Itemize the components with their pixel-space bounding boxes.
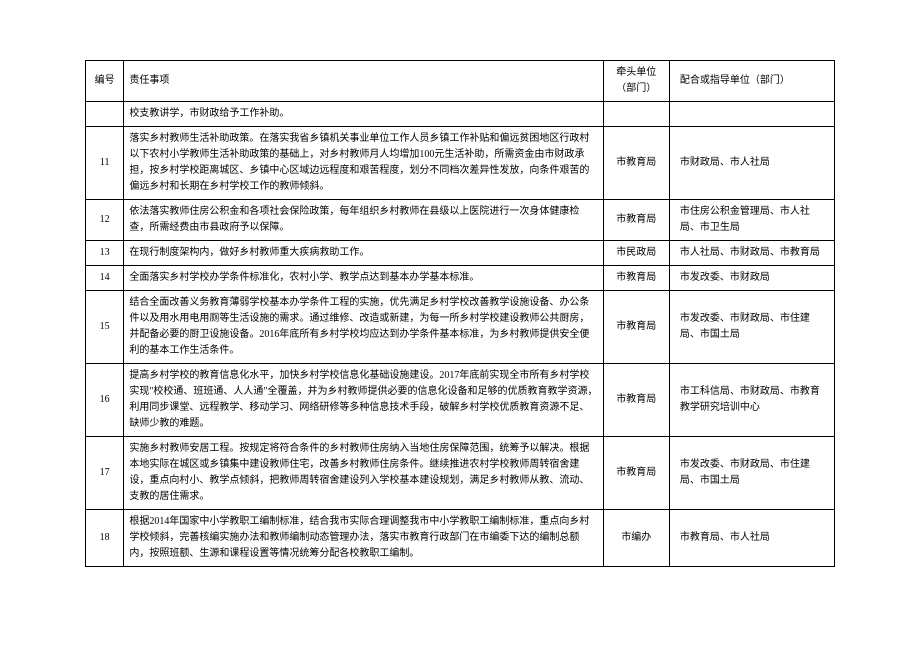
cell-task: 实施乡村教师安居工程。按规定将符合条件的乡村教师住房纳入当地住房保障范围，统筹予… [124, 437, 603, 510]
cell-num: 12 [86, 200, 124, 241]
cell-task: 提高乡村学校的教育信息化水平，加快乡村学校信息化基础设施建设。2017年底前实现… [124, 364, 603, 437]
cell-lead: 市编办 [603, 510, 669, 567]
table-row: 11 落实乡村教师生活补助政策。在落实我省乡镇机关事业单位工作人员乡镇工作补贴和… [86, 127, 835, 200]
cell-task: 结合全面改善义务教育薄弱学校基本办学条件工程的实施，优先满足乡村学校改善教学设施… [124, 291, 603, 364]
table-row: 12 依法落实教师住房公积金和各项社会保险政策，每年组织乡村教师在县级以上医院进… [86, 200, 835, 241]
table-row: 16 提高乡村学校的教育信息化水平，加快乡村学校信息化基础设施建设。2017年底… [86, 364, 835, 437]
cell-task: 校支教讲学，市财政给予工作补助。 [124, 102, 603, 127]
cell-num: 11 [86, 127, 124, 200]
cell-coop: 市发改委、市财政局、市住建局、市国土局 [669, 437, 834, 510]
cell-num: 14 [86, 266, 124, 291]
cell-num: 15 [86, 291, 124, 364]
cell-task: 全面落实乡村学校办学条件标准化，农村小学、教学点达到基本办学基本标准。 [124, 266, 603, 291]
cell-lead [603, 102, 669, 127]
cell-lead: 市教育局 [603, 266, 669, 291]
table-row: 17 实施乡村教师安居工程。按规定将符合条件的乡村教师住房纳入当地住房保障范围，… [86, 437, 835, 510]
table-row: 校支教讲学，市财政给予工作补助。 [86, 102, 835, 127]
cell-coop: 市工科信局、市财政局、市教育教学研究培训中心 [669, 364, 834, 437]
table-row: 15 结合全面改善义务教育薄弱学校基本办学条件工程的实施，优先满足乡村学校改善教… [86, 291, 835, 364]
cell-task: 落实乡村教师生活补助政策。在落实我省乡镇机关事业单位工作人员乡镇工作补贴和偏远贫… [124, 127, 603, 200]
cell-lead: 市教育局 [603, 291, 669, 364]
header-task: 责任事项 [124, 61, 603, 102]
responsibility-table: 编号 责任事项 牵头单位（部门） 配合或指导单位（部门） 校支教讲学，市财政给予… [85, 60, 835, 567]
cell-coop: 市发改委、市财政局、市住建局、市国土局 [669, 291, 834, 364]
cell-coop: 市住房公积金管理局、市人社局、市卫生局 [669, 200, 834, 241]
cell-num: 13 [86, 241, 124, 266]
cell-coop: 市财政局、市人社局 [669, 127, 834, 200]
header-lead: 牵头单位（部门） [603, 61, 669, 102]
cell-num: 16 [86, 364, 124, 437]
cell-num [86, 102, 124, 127]
cell-task: 根据2014年国家中小学教职工编制标准，结合我市实际合理调整我市中小学教职工编制… [124, 510, 603, 567]
cell-lead: 市教育局 [603, 364, 669, 437]
cell-task: 在现行制度架构内，做好乡村教师重大疾病救助工作。 [124, 241, 603, 266]
cell-lead: 市教育局 [603, 437, 669, 510]
table-row: 18 根据2014年国家中小学教职工编制标准，结合我市实际合理调整我市中小学教职… [86, 510, 835, 567]
cell-num: 17 [86, 437, 124, 510]
table-row: 13 在现行制度架构内，做好乡村教师重大疾病救助工作。 市民政局 市人社局、市财… [86, 241, 835, 266]
cell-task: 依法落实教师住房公积金和各项社会保险政策，每年组织乡村教师在县级以上医院进行一次… [124, 200, 603, 241]
table-header-row: 编号 责任事项 牵头单位（部门） 配合或指导单位（部门） [86, 61, 835, 102]
cell-lead: 市教育局 [603, 200, 669, 241]
header-num: 编号 [86, 61, 124, 102]
cell-coop [669, 102, 834, 127]
cell-lead: 市教育局 [603, 127, 669, 200]
header-coop: 配合或指导单位（部门） [669, 61, 834, 102]
table-row: 14 全面落实乡村学校办学条件标准化，农村小学、教学点达到基本办学基本标准。 市… [86, 266, 835, 291]
cell-coop: 市人社局、市财政局、市教育局 [669, 241, 834, 266]
cell-num: 18 [86, 510, 124, 567]
cell-lead: 市民政局 [603, 241, 669, 266]
cell-coop: 市教育局、市人社局 [669, 510, 834, 567]
cell-coop: 市发改委、市财政局 [669, 266, 834, 291]
